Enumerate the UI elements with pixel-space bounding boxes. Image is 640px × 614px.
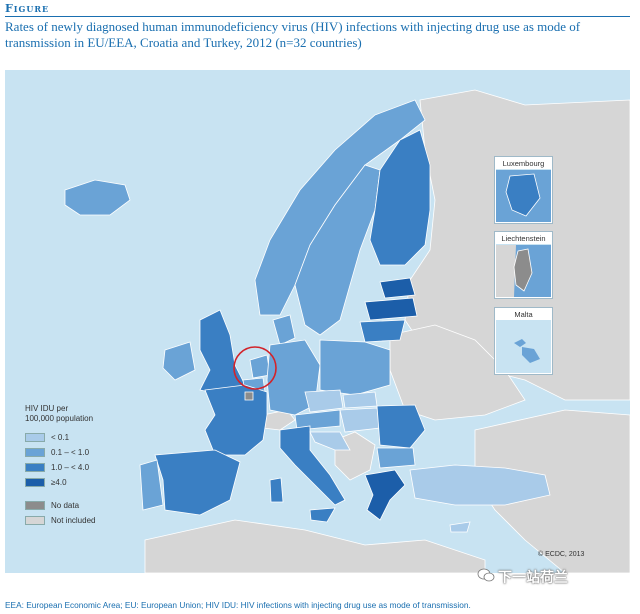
legend-title-line1: HIV IDU per xyxy=(25,404,69,413)
region-poland xyxy=(319,339,391,396)
legend-item-not-included: Not included xyxy=(25,513,145,528)
figure-label: Figure xyxy=(5,2,50,15)
region-sardinia xyxy=(269,477,284,503)
region-romania xyxy=(376,404,426,449)
legend-item-class-4: ≥4.0 xyxy=(25,475,145,490)
legend-label: 0.1 – < 1.0 xyxy=(51,448,90,457)
footnote: EEA: European Economic Area; EU: Europea… xyxy=(5,600,471,610)
legend-swatch xyxy=(25,448,45,457)
legend-item-class-2: 0.1 – < 1.0 xyxy=(25,445,145,460)
region-north-africa xyxy=(144,519,486,573)
figure-title: Rates of newly diagnosed human immunodef… xyxy=(5,19,581,50)
inset-luxembourg: Luxembourg xyxy=(495,157,552,223)
inset-malta-label: Malta xyxy=(496,309,551,320)
legend-title-line2: 100,000 population xyxy=(25,414,94,423)
region-denmark xyxy=(272,314,296,346)
watermark-text: 下一站荷兰 xyxy=(498,569,568,585)
region-estonia xyxy=(379,277,416,299)
region-lithuania xyxy=(359,319,406,343)
legend-item-no-data: No data xyxy=(25,498,145,513)
region-france xyxy=(204,384,268,456)
legend-swatch xyxy=(25,433,45,442)
inset-luxembourg-label: Luxembourg xyxy=(496,158,551,169)
copyright-notice: © ECDC, 2013 xyxy=(538,551,585,558)
legend-label: Not included xyxy=(51,516,96,525)
region-no-data xyxy=(244,391,254,401)
chat-bubble-icon xyxy=(477,568,495,582)
luxembourg-shape xyxy=(496,170,551,222)
legend-item-class-3: 1.0 – < 4.0 xyxy=(25,460,145,475)
region-iceland xyxy=(64,179,131,216)
region-cyprus xyxy=(449,521,471,533)
region-greece xyxy=(364,469,406,521)
region-austria xyxy=(294,409,341,431)
legend-label: ≥4.0 xyxy=(51,478,67,487)
region-sweden xyxy=(294,164,381,336)
inset-liechtenstein: Liechtenstein xyxy=(495,232,552,298)
malta-shape xyxy=(514,339,540,363)
region-slovenia-croatia xyxy=(309,431,351,451)
legend-swatch xyxy=(25,478,45,487)
liechtenstein-shape xyxy=(496,245,551,297)
title-rule xyxy=(5,16,630,17)
region-bulgaria xyxy=(376,447,416,469)
legend-label: No data xyxy=(51,501,80,510)
region-czechia xyxy=(304,389,344,413)
region-spain xyxy=(154,449,241,516)
region-turkey xyxy=(409,464,551,506)
map-legend: HIV IDU per 100,000 population < 0.1 0.1… xyxy=(25,404,145,528)
region-sicily xyxy=(309,507,336,523)
region-hungary xyxy=(339,407,381,433)
legend-label: < 0.1 xyxy=(51,433,70,442)
region-italy xyxy=(279,425,346,506)
highlight-circle xyxy=(233,346,277,390)
region-uk xyxy=(199,309,246,396)
region-belarus-ukraine xyxy=(389,324,526,421)
inset-malta: Malta xyxy=(495,308,552,374)
region-netherlands xyxy=(249,354,271,379)
region-ireland xyxy=(162,341,196,381)
legend-item-class-1: < 0.1 xyxy=(25,430,145,445)
region-slovakia xyxy=(342,391,378,409)
region-portugal xyxy=(139,459,164,511)
legend-label: 1.0 – < 4.0 xyxy=(51,463,90,472)
region-latvia xyxy=(364,297,418,321)
inset-liechtenstein-label: Liechtenstein xyxy=(496,233,551,244)
legend-title: HIV IDU per 100,000 population xyxy=(25,404,145,424)
legend-swatch xyxy=(25,463,45,472)
legend-swatch xyxy=(25,501,45,510)
legend-swatch xyxy=(25,516,45,525)
region-finland xyxy=(369,129,431,266)
